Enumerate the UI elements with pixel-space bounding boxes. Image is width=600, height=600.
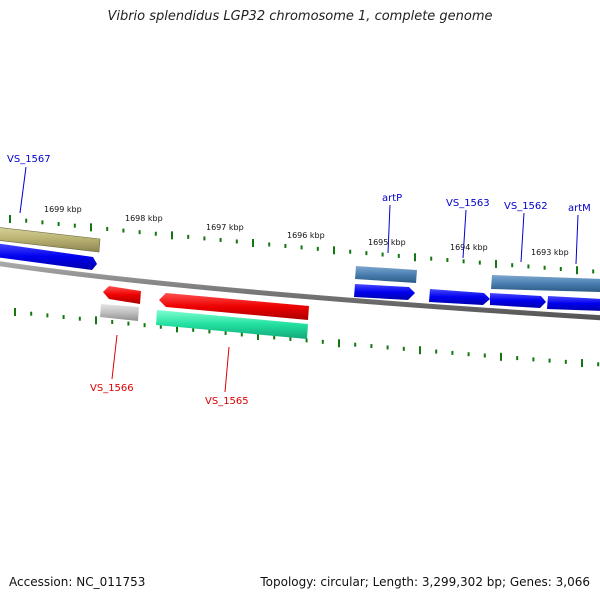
cds-VS_1566[interactable] — [103, 286, 141, 304]
kbp-label: 1693 kbp — [531, 248, 569, 257]
cds-artM[interactable] — [547, 296, 600, 311]
cds-VS_1563[interactable] — [429, 289, 490, 305]
leader-artP — [387, 204, 391, 254]
cds-VS_1567[interactable] — [0, 243, 97, 270]
feature-gray-VS_1566[interactable] — [100, 304, 139, 321]
feature-steel-artP[interactable] — [355, 266, 417, 283]
cds-artP[interactable] — [354, 284, 415, 300]
gene-label-VS_1563[interactable]: VS_1563 — [446, 198, 490, 209]
gene-label-VS_1565[interactable]: VS_1565 — [205, 396, 249, 407]
gene-label-artM[interactable]: artM — [568, 203, 591, 214]
gene-label-VS_1562[interactable]: VS_1562 — [504, 201, 548, 212]
leader-VS_1563 — [462, 209, 467, 259]
feature-mint-VS_1565[interactable] — [156, 310, 308, 339]
gene-labels: VS_1567 artP VS_1563 VS_1562 artM VS_156… — [7, 154, 591, 407]
feature-olive-VS_1567[interactable] — [0, 227, 101, 253]
genome-backbone — [0, 261, 600, 321]
kbp-scale-labels: 1699 kbp 1698 kbp 1697 kbp 1696 kbp 1695… — [44, 205, 569, 257]
inner-tick-marks — [14, 308, 600, 368]
accession-text: Accession: NC_011753 — [9, 575, 146, 589]
kbp-label: 1698 kbp — [125, 214, 163, 223]
forward-features — [0, 227, 600, 311]
outer-tick-marks — [9, 215, 595, 275]
kbp-label: 1694 kbp — [450, 243, 488, 252]
kbp-label: 1699 kbp — [44, 205, 82, 214]
topology-summary: Topology: circular; Length: 3,299,302 bp… — [260, 575, 590, 589]
map-title: Vibrio splendidus LGP32 chromosome 1, co… — [107, 9, 493, 24]
feature-steel-VS_1562[interactable] — [491, 275, 600, 292]
reverse-features — [100, 286, 309, 339]
leader-VS_1562 — [520, 212, 525, 263]
cds-VS_1562[interactable] — [490, 293, 546, 308]
gene-label-artP[interactable]: artP — [382, 193, 402, 204]
leader-VS_1565 — [224, 346, 230, 393]
kbp-label: 1697 kbp — [206, 223, 244, 232]
cds-VS_1565[interactable] — [159, 293, 309, 320]
kbp-label: 1696 kbp — [287, 231, 325, 240]
kbp-label: 1695 kbp — [368, 238, 406, 247]
gene-label-VS_1567[interactable]: VS_1567 — [7, 154, 51, 165]
gene-label-VS_1566[interactable]: VS_1566 — [90, 383, 134, 394]
leader-artM — [575, 214, 579, 265]
leader-VS_1567 — [19, 166, 27, 214]
leader-VS_1566 — [111, 334, 118, 380]
label-leaders — [19, 166, 579, 393]
